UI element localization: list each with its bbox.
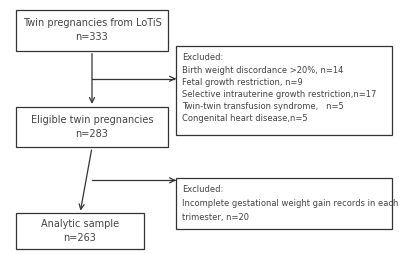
Bar <box>16 107 168 147</box>
Bar <box>176 178 392 229</box>
Text: Excluded:: Excluded: <box>182 185 223 194</box>
Text: Congenital heart disease,n=5: Congenital heart disease,n=5 <box>182 114 308 123</box>
Text: n=283: n=283 <box>76 129 108 139</box>
Text: n=333: n=333 <box>76 33 108 42</box>
Text: Eligible twin pregnancies: Eligible twin pregnancies <box>31 115 153 125</box>
Text: Selective intrauterine growth restriction,n=17: Selective intrauterine growth restrictio… <box>182 90 376 99</box>
Text: Twin-twin transfusion syndrome,   n=5: Twin-twin transfusion syndrome, n=5 <box>182 102 344 111</box>
Text: Fetal growth restriction, n=9: Fetal growth restriction, n=9 <box>182 78 303 87</box>
Bar <box>16 10 168 51</box>
Text: Analytic sample: Analytic sample <box>41 219 119 229</box>
Text: Excluded:: Excluded: <box>182 53 223 62</box>
Text: n=263: n=263 <box>64 233 96 243</box>
Text: Birth weight discordance >20%, n=14: Birth weight discordance >20%, n=14 <box>182 66 343 74</box>
Bar <box>16 213 144 249</box>
Text: Twin pregnancies from LoTiS: Twin pregnancies from LoTiS <box>23 19 161 28</box>
Text: trimester, n=20: trimester, n=20 <box>182 213 249 222</box>
Text: Incomplete gestational weight gain records in each: Incomplete gestational weight gain recor… <box>182 199 398 208</box>
Bar <box>176 46 392 135</box>
